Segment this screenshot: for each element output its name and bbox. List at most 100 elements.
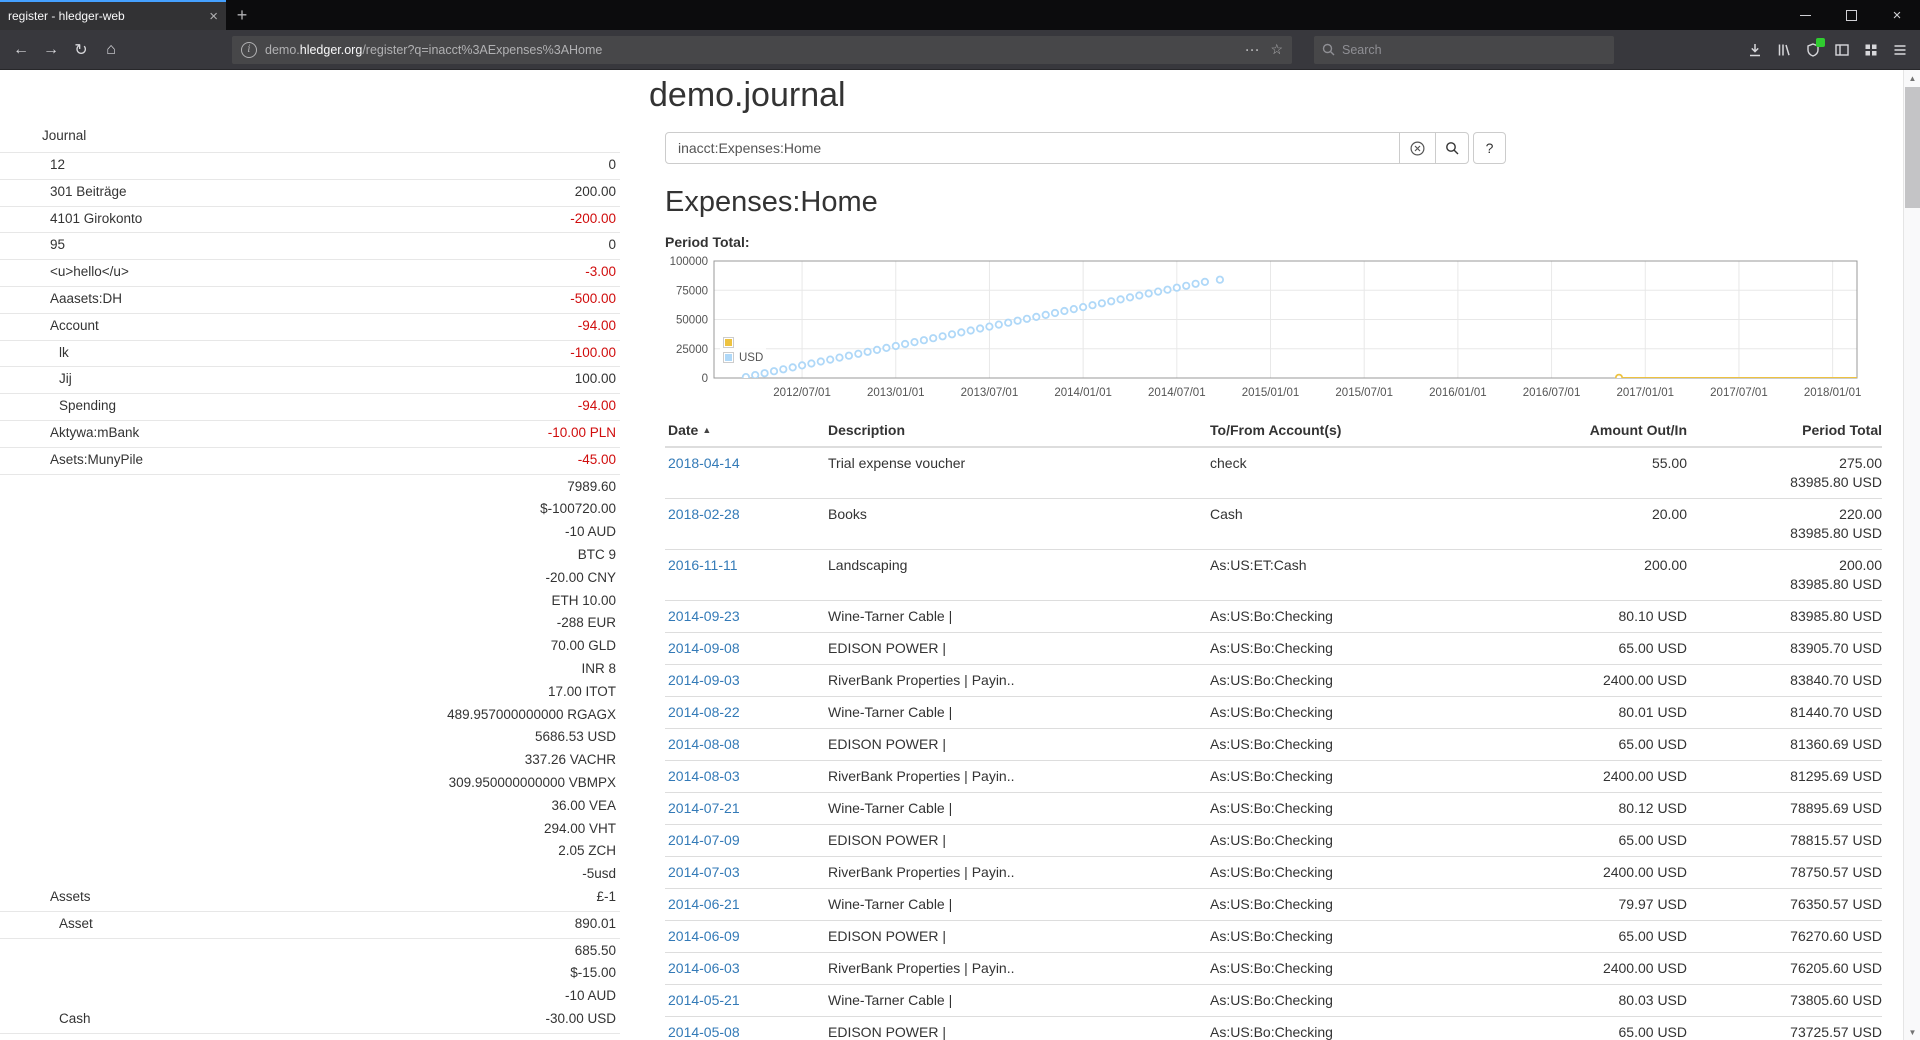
library-icon[interactable] <box>1769 35 1798 65</box>
browser-tab[interactable]: register - hledger-web × <box>0 0 226 30</box>
transaction-date-link[interactable]: 2014-09-03 <box>668 672 740 688</box>
browser-chrome: register - hledger-web × + × ← → ↻ ⌂ i d… <box>0 0 1920 70</box>
sidebar-account-link[interactable]: Jij <box>59 371 72 387</box>
legend-entry <box>723 335 763 350</box>
site-info-icon[interactable]: i <box>241 41 257 58</box>
scrollbar-thumb[interactable] <box>1905 87 1920 208</box>
search-button[interactable] <box>1435 132 1469 164</box>
transaction-date-link[interactable]: 2014-09-08 <box>668 640 740 656</box>
column-amount: Amount Out/In <box>1465 416 1687 448</box>
scroll-down-arrow[interactable]: ▼ <box>1908 1027 1917 1037</box>
register-row: 2014-09-23 Wine-Tarner Cable | As:US:Bo:Ch… <box>665 600 1882 633</box>
clear-query-button[interactable] <box>1399 132 1436 164</box>
transaction-period-total: 200.00 83985.80 USD <box>1687 549 1882 601</box>
menu-icon[interactable] <box>1885 35 1914 65</box>
transaction-period-total: 81360.69 USD <box>1687 728 1882 761</box>
window-close-button[interactable]: × <box>1892 6 1902 24</box>
column-period-total: Period Total <box>1687 416 1882 448</box>
back-button[interactable]: ← <box>13 40 29 58</box>
download-icon[interactable] <box>1740 35 1769 65</box>
transaction-date-link[interactable]: 2018-04-14 <box>668 455 740 471</box>
transaction-date-cell: 2014-06-03 <box>665 952 828 985</box>
transaction-date-link[interactable]: 2014-05-21 <box>668 992 740 1008</box>
sidebar-account-balance: 685.50 $-15.00 -10 AUD -30.00 USD <box>545 942 616 1026</box>
clear-icon <box>1410 140 1425 156</box>
svg-text:2014/01/01: 2014/01/01 <box>1054 387 1112 399</box>
sidebar-account-link[interactable]: 12 <box>50 157 66 172</box>
transaction-date-link[interactable]: 2018-02-28 <box>668 506 740 522</box>
transaction-description: Landscaping <box>828 549 1210 601</box>
sidebar-account-link[interactable]: Aaasets:DH <box>50 290 123 306</box>
sidebar-account-link[interactable]: Cash <box>59 1010 91 1026</box>
transaction-date-link[interactable]: 2014-07-21 <box>668 800 740 816</box>
transaction-date-link[interactable]: 2014-08-22 <box>668 704 740 720</box>
transaction-account: As:US:Bo:Checking <box>1210 1016 1465 1040</box>
transaction-date-cell: 2016-11-11 <box>665 549 828 601</box>
apps-grid-icon[interactable] <box>1856 35 1885 65</box>
svg-text:2015/07/01: 2015/07/01 <box>1335 387 1393 399</box>
svg-text:2017/07/01: 2017/07/01 <box>1710 387 1768 399</box>
browser-search-bar[interactable]: Search <box>1314 35 1614 64</box>
transaction-date-link[interactable]: 2014-07-09 <box>668 832 740 848</box>
svg-text:75000: 75000 <box>676 285 708 297</box>
sidebar-account-link[interactable]: Aktywa:mBank <box>50 424 140 440</box>
sidebar-account-row: 12 0 <box>0 152 620 179</box>
sidebar-account-link[interactable]: Assets <box>50 888 91 904</box>
transaction-date-link[interactable]: 2014-08-03 <box>668 768 740 784</box>
forward-button[interactable]: → <box>43 40 59 58</box>
sidebar-account-link[interactable]: 95 <box>50 237 66 253</box>
transaction-date-link[interactable]: 2016-11-11 <box>668 557 738 573</box>
transaction-date-cell: 2018-02-28 <box>665 498 828 550</box>
transaction-amount: 79.97 USD <box>1465 888 1687 921</box>
reload-button[interactable]: ↻ <box>74 41 88 59</box>
sidebar-account-row: lk -100.00 <box>0 339 620 367</box>
transaction-date-link[interactable]: 2014-07-03 <box>668 864 740 880</box>
transaction-date-cell: 2014-08-03 <box>665 760 828 793</box>
page-actions-icon[interactable]: ··· <box>1245 42 1261 57</box>
legend-swatch <box>723 352 734 363</box>
transaction-account: check <box>1210 455 1247 471</box>
page-scrollbar[interactable]: ▲ ▼ <box>1903 70 1920 1040</box>
transaction-date-link[interactable]: 2014-06-09 <box>668 928 740 944</box>
transaction-amount: 80.01 USD <box>1465 696 1687 729</box>
transaction-account: As:US:Bo:Checking <box>1210 760 1465 793</box>
transaction-date-link[interactable]: 2014-09-23 <box>668 608 740 624</box>
window-minimize-button[interactable] <box>1782 0 1828 30</box>
window-maximize-button[interactable] <box>1828 0 1874 30</box>
scroll-up-arrow[interactable]: ▲ <box>1908 73 1917 83</box>
sidebar-account-balance: -94.00 <box>577 317 616 333</box>
home-button[interactable]: ⌂ <box>106 40 116 58</box>
url-bar[interactable]: i demo.hledger.org/register?q=inacct%3AE… <box>232 35 1292 64</box>
transaction-date-link[interactable]: 2014-08-08 <box>668 736 740 752</box>
tab-bar: register - hledger-web × + × <box>0 0 1920 30</box>
chart-legend: USD <box>720 334 767 366</box>
sidebar-account-balance: -94.00 <box>577 398 616 414</box>
journal-link[interactable]: Journal <box>42 128 87 143</box>
query-input[interactable] <box>665 132 1400 164</box>
account-heading: Expenses:Home <box>665 186 878 218</box>
transaction-period-total: 81440.70 USD <box>1687 696 1882 729</box>
transaction-date-link[interactable]: 2014-06-03 <box>668 960 740 976</box>
sidebar-account-link[interactable]: 4101 Girokonto <box>50 210 143 226</box>
sidebar-account-link[interactable]: Asets:MunyPile <box>50 451 144 467</box>
help-button[interactable]: ? <box>1473 132 1506 164</box>
svg-text:25000: 25000 <box>676 344 708 356</box>
transaction-date-link[interactable]: 2014-05-08 <box>668 1024 740 1040</box>
sidebar-account-link[interactable]: 301 Beiträge <box>50 183 127 199</box>
sidebar-account-link[interactable]: Account <box>50 317 99 333</box>
sidebar-account-link[interactable]: Spending <box>59 398 117 414</box>
transaction-description: EDISON POWER | <box>828 1016 1210 1040</box>
sidebar-account-link[interactable]: Asset <box>59 915 93 931</box>
sidebar-account-link[interactable]: lk <box>59 344 69 360</box>
transaction-account: As:US:Bo:Checking <box>1210 632 1465 665</box>
transaction-description: EDISON POWER | <box>828 728 1210 761</box>
tab-close-icon[interactable]: × <box>209 7 218 25</box>
adblock-extension-icon[interactable] <box>1798 35 1827 65</box>
column-date[interactable]: Date ▲ <box>665 416 828 448</box>
sidebar-account-link[interactable]: <u>hello</u> <box>50 264 129 280</box>
new-tab-button[interactable]: + <box>236 4 248 25</box>
sidebar-toggle-icon[interactable] <box>1827 35 1856 65</box>
bookmark-star-icon[interactable]: ☆ <box>1270 41 1283 57</box>
sidebar-account-balance: -500.00 <box>570 290 616 306</box>
transaction-date-link[interactable]: 2014-06-21 <box>668 896 740 912</box>
